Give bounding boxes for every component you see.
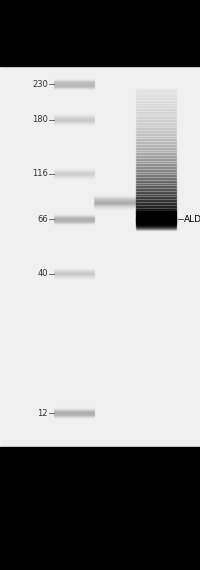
Bar: [136, 200, 176, 201]
Bar: [136, 166, 176, 168]
Bar: [136, 104, 176, 105]
Bar: [136, 176, 176, 178]
Bar: [136, 145, 176, 146]
Bar: [136, 99, 176, 101]
Bar: [136, 178, 176, 179]
Bar: [136, 204, 176, 206]
Bar: [136, 165, 176, 166]
Bar: [136, 90, 176, 92]
Bar: [136, 174, 176, 176]
Bar: [136, 182, 176, 184]
Bar: [136, 129, 176, 131]
Bar: [136, 161, 176, 162]
Bar: [136, 173, 176, 174]
Bar: [136, 101, 176, 103]
Bar: [136, 128, 176, 129]
Bar: [136, 164, 176, 165]
Bar: [136, 184, 176, 186]
Bar: [136, 212, 176, 214]
Bar: [136, 143, 176, 145]
Bar: [136, 111, 176, 112]
Bar: [136, 162, 176, 164]
Bar: [136, 134, 176, 135]
Text: 12: 12: [38, 409, 48, 418]
Bar: [136, 118, 176, 120]
Bar: [136, 124, 176, 126]
Bar: [136, 195, 176, 197]
Bar: [136, 192, 176, 193]
Bar: [0, 66, 200, 447]
Bar: [136, 154, 176, 156]
Bar: [136, 132, 176, 134]
Bar: [136, 123, 176, 124]
Bar: [0, 0, 200, 66]
Bar: [136, 121, 176, 123]
Bar: [136, 170, 176, 172]
Bar: [136, 159, 176, 161]
Bar: [136, 151, 176, 153]
Bar: [136, 131, 176, 132]
Bar: [136, 181, 176, 182]
Bar: [136, 190, 176, 192]
Bar: [0, 447, 200, 570]
Bar: [136, 156, 176, 157]
Bar: [136, 93, 176, 95]
Bar: [136, 209, 176, 211]
Bar: [136, 120, 176, 121]
Bar: [136, 186, 176, 187]
Bar: [136, 137, 176, 139]
Bar: [136, 203, 176, 205]
Bar: [136, 193, 176, 195]
Bar: [136, 172, 176, 173]
Bar: [136, 115, 176, 117]
Bar: [136, 189, 176, 190]
Bar: [136, 126, 176, 128]
Bar: [136, 136, 176, 137]
Bar: [136, 88, 176, 90]
Bar: [136, 98, 176, 99]
Text: 230: 230: [32, 80, 48, 89]
Bar: [136, 206, 176, 207]
Bar: [136, 211, 176, 212]
Bar: [136, 107, 176, 109]
Bar: [136, 187, 176, 189]
Text: 116: 116: [32, 169, 48, 178]
Bar: [136, 168, 176, 170]
Bar: [136, 201, 176, 203]
Text: ALDH18A: ALDH18A: [184, 215, 200, 224]
Text: 40: 40: [38, 269, 48, 278]
Bar: [136, 157, 176, 159]
Bar: [136, 198, 176, 200]
Bar: [136, 91, 176, 93]
Text: 180: 180: [32, 115, 48, 124]
Bar: [136, 153, 176, 154]
Text: 66: 66: [37, 215, 48, 224]
Bar: [136, 207, 176, 209]
Bar: [136, 141, 176, 143]
Bar: [136, 117, 176, 118]
Bar: [136, 95, 176, 96]
Bar: [136, 140, 176, 142]
Bar: [136, 96, 176, 98]
Bar: [136, 197, 176, 198]
Bar: [136, 148, 176, 149]
Bar: [136, 139, 176, 140]
Bar: [136, 103, 176, 104]
Bar: [136, 105, 176, 107]
Bar: [136, 180, 176, 181]
Bar: [136, 112, 176, 113]
Bar: [136, 149, 176, 151]
Bar: [136, 113, 176, 115]
Bar: [136, 146, 176, 148]
Bar: [136, 109, 176, 111]
